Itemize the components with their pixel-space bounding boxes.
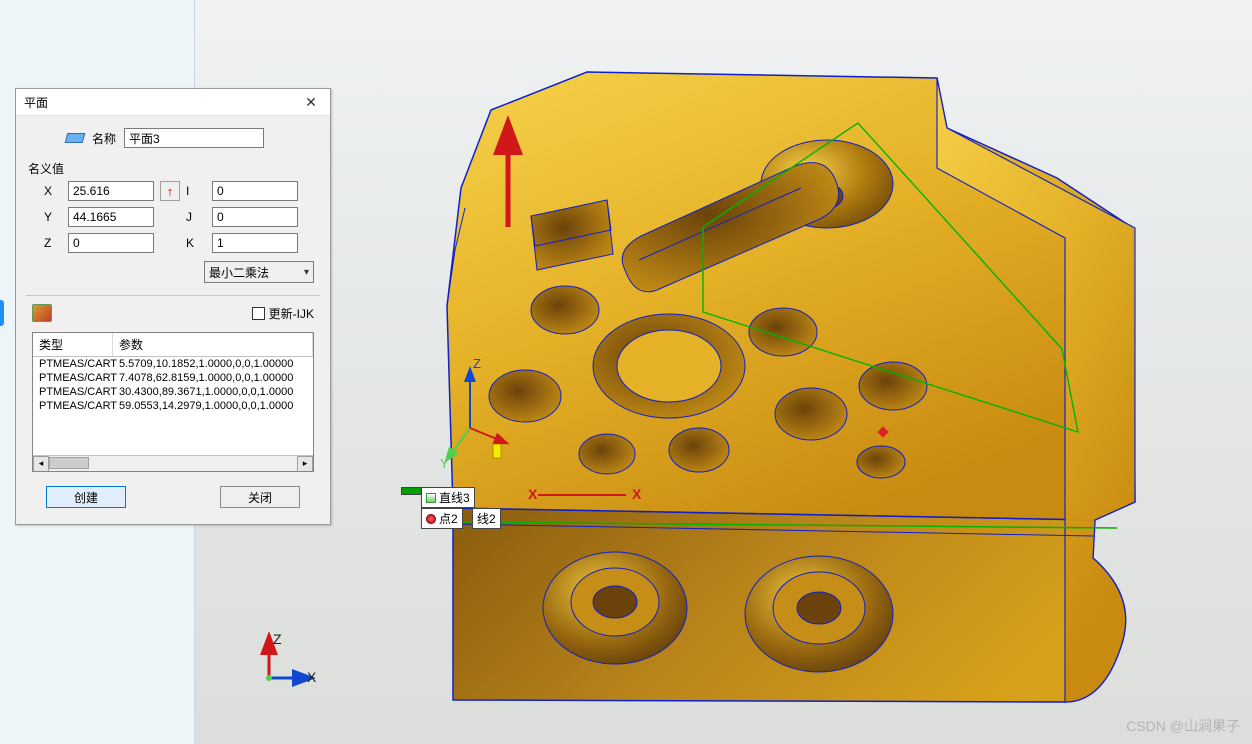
feature-label-line3-text[interactable]: 直线3 — [421, 487, 475, 508]
i-input[interactable] — [212, 181, 298, 201]
gizmo-z-label: Z — [273, 632, 282, 647]
gizmo-x-label: X — [307, 669, 317, 685]
close-button[interactable]: 关闭 — [220, 486, 300, 508]
table-row[interactable]: PTMEAS/CART 7.4078,62.8159,1.0000,0,0,1.… — [33, 371, 313, 385]
cad-viewport[interactable]: Z Y X X 直线3 点2 线2 Z X CSDN @山涧果子 — [195, 0, 1252, 744]
fit-method-value: 最小二乘法 — [209, 264, 269, 281]
name-input[interactable] — [124, 128, 264, 148]
z-input[interactable] — [68, 233, 154, 253]
label-text: 线2 — [477, 510, 496, 527]
table-row[interactable]: PTMEAS/CART 5.5709,10.1852,1.0000,0,0,1.… — [33, 357, 313, 371]
feature-label-line2[interactable]: 线2 — [472, 508, 501, 529]
horizontal-scrollbar[interactable]: ◂ ▸ — [33, 455, 313, 471]
axis-gizmo: Z X — [257, 632, 317, 692]
name-label: 名称 — [92, 130, 116, 147]
col-type: 类型 — [33, 333, 113, 356]
nominal-group-label: 名义值 — [28, 160, 320, 177]
close-icon[interactable]: ✕ — [298, 93, 324, 111]
y-label: Y — [44, 210, 62, 224]
probe-icon[interactable] — [32, 304, 52, 322]
svg-text:X: X — [528, 486, 538, 502]
i-label: I — [186, 184, 206, 198]
x-input[interactable] — [68, 181, 154, 201]
j-label: J — [186, 210, 206, 224]
checkbox-icon — [252, 307, 265, 320]
j-input[interactable] — [212, 207, 298, 227]
y-input[interactable] — [68, 207, 154, 227]
plane-dialog: 平面 ✕ 名称 名义值 X ↑ I Y J Z K — [15, 88, 331, 525]
point-icon — [426, 514, 436, 524]
eraser-icon — [65, 133, 86, 143]
feature-label-line3[interactable] — [401, 487, 423, 495]
dialog-titlebar[interactable]: 平面 ✕ — [16, 89, 330, 116]
svg-text:Y: Y — [440, 456, 449, 471]
flip-direction-button[interactable]: ↑ — [160, 181, 180, 201]
col-params: 参数 — [113, 333, 313, 356]
create-button[interactable]: 创建 — [46, 486, 126, 508]
points-table[interactable]: 类型 参数 PTMEAS/CART 5.5709,10.1852,1.0000,… — [32, 332, 314, 472]
divider — [26, 295, 320, 296]
table-row[interactable]: PTMEAS/CART 30.4300,89.3671,1.0000,0,0,1… — [33, 385, 313, 399]
watermark: CSDN @山涧果子 — [1126, 716, 1240, 736]
dialog-title: 平面 — [24, 94, 48, 111]
feature-label-point2[interactable]: 点2 — [421, 508, 463, 529]
line-icon — [426, 493, 436, 503]
model-svg: Z Y X X — [195, 0, 1252, 744]
update-ijk-checkbox[interactable]: 更新-IJK — [252, 305, 314, 322]
svg-text:X: X — [632, 486, 642, 502]
k-input[interactable] — [212, 233, 298, 253]
z-label: Z — [44, 236, 62, 250]
x-label: X — [44, 184, 62, 198]
scroll-right-icon[interactable]: ▸ — [297, 456, 313, 472]
fit-method-select[interactable]: 最小二乘法 ▾ — [204, 261, 314, 283]
label-text: 点2 — [439, 510, 458, 527]
chevron-down-icon: ▾ — [304, 267, 309, 278]
sidebar-tab-handle[interactable] — [0, 300, 4, 326]
table-row[interactable]: PTMEAS/CART 59.0553,14.2979,1.0000,0,0,1… — [33, 399, 313, 413]
label-text: 直线3 — [439, 489, 470, 506]
scroll-thumb[interactable] — [49, 457, 89, 469]
k-label: K — [186, 236, 206, 250]
scroll-left-icon[interactable]: ◂ — [33, 456, 49, 472]
svg-text:Z: Z — [473, 356, 481, 371]
update-ijk-label: 更新-IJK — [269, 305, 314, 322]
